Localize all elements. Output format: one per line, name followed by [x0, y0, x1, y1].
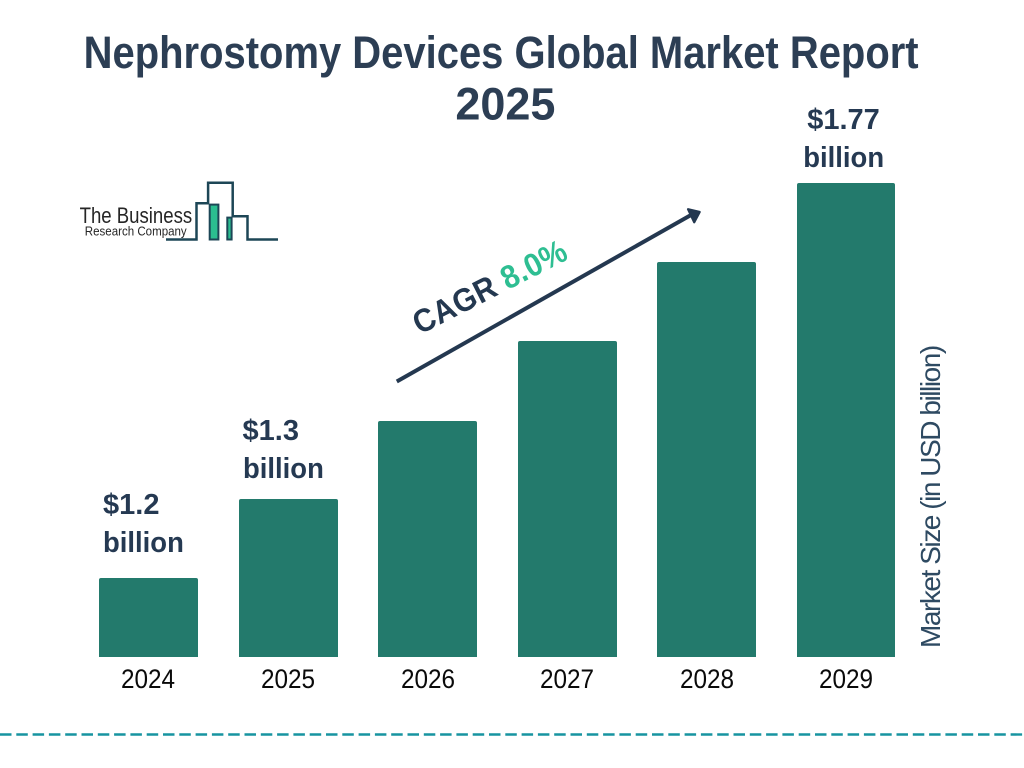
svg-text:Research Company: Research Company: [85, 224, 188, 238]
svg-text:The Business: The Business: [80, 203, 193, 228]
